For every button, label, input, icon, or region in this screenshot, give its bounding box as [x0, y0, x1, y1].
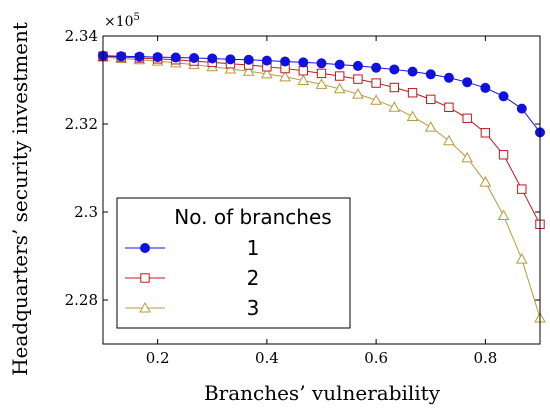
data-point	[371, 62, 382, 73]
data-point	[261, 67, 273, 79]
data-point	[462, 77, 473, 88]
data-point	[280, 56, 291, 67]
data-point	[140, 243, 150, 253]
data-point	[333, 82, 346, 94]
legend-title: No. of branches	[174, 205, 331, 229]
plot-frame	[102, 35, 541, 345]
data-point	[279, 70, 291, 82]
legend-entries: 1 2 3	[125, 236, 259, 320]
data-point	[316, 58, 327, 69]
data-point	[389, 82, 400, 93]
y-tick-label: 2.3	[74, 203, 98, 221]
data-point	[189, 53, 200, 63]
series-1	[98, 50, 545, 138]
data-point	[461, 151, 474, 163]
data-point	[388, 101, 401, 112]
data-point	[140, 273, 150, 283]
data-point	[207, 53, 218, 64]
data-point	[352, 60, 363, 71]
axis-ticks: 0.2 0.4 0.6 0.8 2.28 2.3 2.32 2.34	[65, 27, 540, 367]
data-point	[116, 51, 127, 62]
data-point	[443, 134, 455, 146]
data-point	[426, 94, 436, 105]
data-point	[480, 82, 491, 93]
data-point	[152, 52, 163, 63]
data-point	[424, 121, 437, 132]
y-tick-label: 2.34	[65, 27, 98, 45]
x-axis-label: Branches’ vulnerability	[204, 381, 441, 405]
data-point	[353, 74, 363, 84]
y-axis-multiplier: ×105	[104, 12, 140, 30]
legend-entry-2: 2	[125, 266, 259, 290]
legend-label: 1	[247, 236, 260, 260]
data-point	[498, 150, 509, 160]
data-point	[243, 54, 254, 65]
x-tick-label: 0.2	[146, 349, 170, 367]
data-point	[352, 88, 364, 99]
data-point	[443, 72, 454, 83]
data-point	[170, 52, 181, 63]
legend-box	[116, 197, 351, 329]
data-point	[261, 55, 272, 66]
data-point	[389, 64, 400, 75]
y-axis-label: Headquarters’ security investment	[8, 22, 32, 376]
data-point	[462, 113, 472, 123]
data-point	[480, 128, 491, 138]
plot-area	[97, 50, 546, 323]
data-point	[134, 51, 145, 62]
x-tick-label: 0.6	[364, 349, 388, 367]
data-point	[242, 65, 255, 76]
data-point	[139, 301, 151, 313]
data-point	[224, 62, 237, 74]
data-point	[315, 78, 328, 89]
x-tick-label: 0.4	[255, 349, 279, 367]
data-point	[517, 184, 527, 194]
legend: No. of branches 1 2 3	[116, 197, 351, 329]
legend-label: 2	[247, 266, 260, 290]
data-point	[497, 209, 510, 221]
data-point	[479, 176, 492, 187]
data-point	[515, 253, 528, 264]
data-point	[297, 74, 310, 85]
data-point	[298, 66, 309, 76]
data-point	[370, 94, 382, 105]
data-point	[334, 59, 345, 70]
data-point	[407, 66, 418, 77]
data-point	[425, 69, 436, 80]
data-point	[498, 91, 509, 102]
data-point	[225, 54, 236, 65]
y-tick-label: 2.32	[65, 115, 98, 133]
data-point	[334, 71, 345, 81]
legend-label: 3	[247, 296, 260, 320]
data-point	[444, 102, 454, 112]
legend-entry-1: 1	[125, 236, 259, 260]
data-point	[371, 78, 381, 88]
data-point	[298, 57, 309, 68]
data-point	[316, 68, 327, 79]
y-tick-label: 2.28	[65, 291, 98, 309]
legend-entry-3: 3	[125, 296, 259, 320]
data-point	[516, 103, 527, 114]
data-point	[407, 88, 418, 98]
data-point	[406, 110, 419, 122]
x-tick-label: 0.8	[473, 349, 497, 367]
